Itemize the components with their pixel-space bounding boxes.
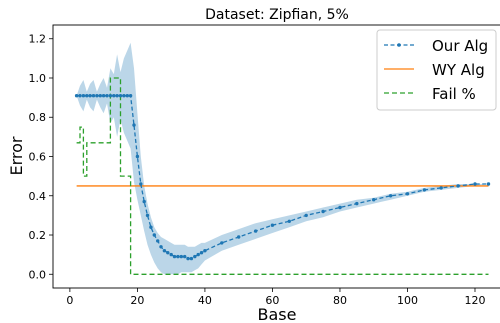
our-alg-point: [473, 182, 477, 186]
legend-label: WY Alg: [432, 61, 485, 79]
our-alg-point: [169, 252, 173, 257]
legend-frame: [376, 29, 497, 111]
our-alg-point: [253, 229, 258, 233]
our-alg-point: [196, 252, 200, 257]
our-alg-point: [152, 233, 156, 237]
our-alg-point: [149, 225, 153, 229]
our-alg-point: [125, 94, 129, 98]
our-alg-point: [81, 94, 86, 98]
x-tick-label: 0: [66, 294, 73, 307]
our-alg-point: [186, 256, 190, 261]
our-alg-point: [162, 249, 167, 253]
our-alg-point: [122, 94, 126, 98]
our-alg-point: [98, 94, 103, 98]
legend-item-wy-alg: WY Alg: [384, 61, 485, 79]
our-alg-point: [456, 184, 460, 188]
our-alg-point: [287, 219, 291, 223]
our-alg-point: [220, 241, 224, 245]
our-alg-point: [74, 94, 79, 98]
our-alg-point: [139, 182, 143, 186]
our-alg-point: [115, 94, 119, 98]
our-alg-point: [172, 254, 177, 259]
our-alg-point: [193, 254, 197, 259]
our-alg-point: [199, 251, 204, 255]
y-tick-label: 0.0: [29, 268, 47, 281]
our-alg-point: [91, 94, 96, 98]
our-alg-point: [203, 249, 207, 253]
y-tick-label: 1.0: [29, 72, 47, 85]
our-alg-confidence-band: [76, 42, 489, 275]
x-tick-label: 80: [333, 294, 347, 307]
y-tick-label: 0.6: [29, 151, 47, 164]
our-alg-point: [189, 256, 194, 261]
our-alg-point: [338, 205, 342, 210]
our-alg-point: [145, 213, 150, 218]
our-alg-point: [118, 94, 123, 98]
our-alg-point: [156, 239, 160, 243]
our-alg-point: [372, 198, 376, 202]
our-alg-point: [88, 94, 92, 98]
y-axis: 0.0 0.2 0.4 0.6 0.8 1.0 1.2: [29, 33, 53, 281]
our-alg-point: [135, 154, 140, 159]
our-alg-point: [128, 94, 133, 98]
y-tick-label: 0.4: [29, 190, 47, 203]
our-alg-point: [85, 94, 89, 98]
y-tick-label: 1.2: [29, 33, 47, 46]
x-tick-label: 60: [265, 294, 279, 307]
our-alg-point: [183, 254, 187, 259]
legend-label: Our Alg: [432, 37, 488, 55]
chart-title: Dataset: Zipfian, 5%: [205, 7, 349, 23]
our-alg-point: [422, 188, 427, 192]
x-tick-label: 120: [464, 294, 485, 307]
our-alg-point: [132, 123, 136, 127]
our-alg-point: [142, 199, 146, 204]
fail-pct-line: [76, 77, 489, 275]
our-alg-point: [101, 94, 106, 98]
our-alg-point: [166, 251, 170, 255]
our-alg-point: [108, 94, 113, 98]
plot-area: [74, 42, 491, 275]
x-tick-label: 20: [130, 294, 144, 307]
legend-marker: [397, 43, 401, 47]
our-alg-point: [388, 194, 393, 198]
our-alg-point: [95, 94, 99, 98]
our-alg-point: [321, 209, 325, 214]
our-alg-line: [76, 95, 489, 260]
our-alg-point: [304, 213, 308, 218]
our-alg-point: [179, 254, 183, 259]
our-alg-point: [405, 192, 410, 196]
our-alg-point: [237, 235, 241, 239]
our-alg-point: [270, 223, 275, 227]
our-alg-point: [105, 94, 109, 98]
our-alg-point: [355, 201, 359, 206]
our-alg-point: [78, 94, 82, 98]
legend-item-our-alg: Our Alg: [384, 37, 488, 55]
legend: Our Alg WY Alg Fail %: [376, 29, 497, 111]
our-alg-point: [159, 245, 163, 249]
legend-item-fail-pct: Fail %: [384, 85, 476, 103]
our-alg-point: [176, 254, 180, 259]
x-axis-label: Base: [258, 305, 297, 323]
our-alg-point: [439, 186, 443, 190]
our-alg-point: [112, 94, 116, 98]
x-tick-label: 100: [397, 294, 418, 307]
y-tick-label: 0.2: [29, 229, 47, 242]
y-tick-label: 0.8: [29, 111, 47, 124]
y-axis-label: Error: [7, 136, 26, 175]
x-tick-label: 40: [198, 294, 212, 307]
legend-label: Fail %: [432, 85, 476, 103]
x-axis: 0 20 40 60 80 100 120: [66, 288, 485, 307]
our-alg-point: [486, 182, 491, 186]
